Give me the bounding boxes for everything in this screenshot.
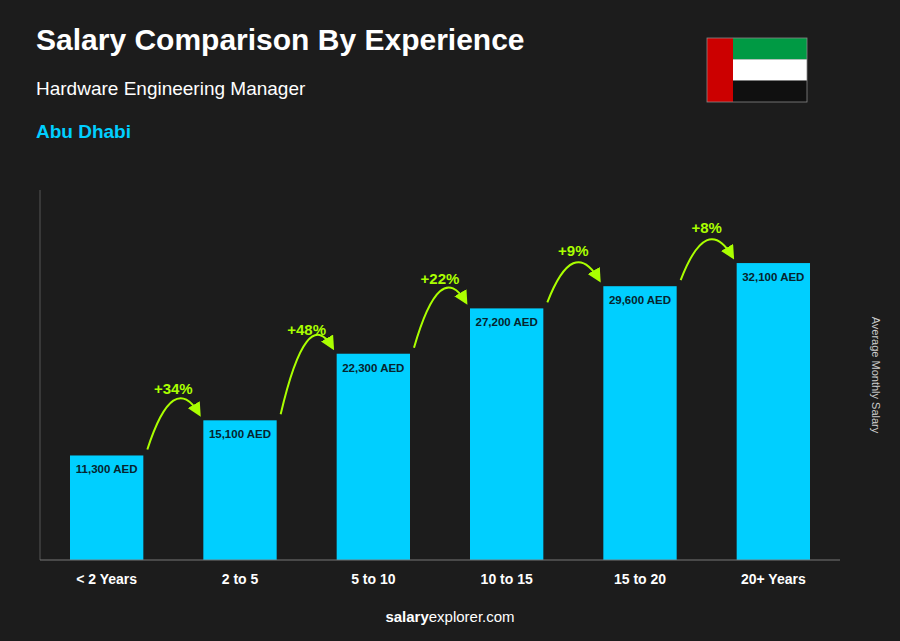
flag-white <box>733 59 807 80</box>
data-label: 15,100 AED <box>209 428 271 440</box>
flag-red <box>707 38 733 102</box>
change-arrow <box>547 262 599 302</box>
x-tick-label: 2 to 5 <box>222 571 259 587</box>
change-arrow <box>681 239 733 280</box>
flag <box>707 38 807 102</box>
bar <box>603 286 676 560</box>
flag-border <box>707 38 807 102</box>
x-tick-label: 5 to 10 <box>351 571 396 587</box>
subtitle: Hardware Engineering Manager <box>36 78 306 99</box>
x-tick-label: 20+ Years <box>741 571 806 587</box>
city: Abu Dhabi <box>36 121 131 142</box>
data-label: 27,200 AED <box>476 316 538 328</box>
x-tick-label: 10 to 15 <box>481 571 533 587</box>
bar <box>203 420 276 560</box>
change-label: +48% <box>287 321 326 338</box>
change-label: +34% <box>154 380 193 397</box>
baseline <box>40 560 840 561</box>
y-axis-line <box>40 190 41 560</box>
change-arrow <box>147 398 199 449</box>
watermark: salaryexplorer.com <box>385 608 514 625</box>
y-axis-label: Average Monthly Salary <box>870 317 882 434</box>
change-label: +22% <box>421 270 460 287</box>
bar <box>737 263 810 560</box>
data-label: 32,100 AED <box>742 271 804 283</box>
title: Salary Comparison By Experience <box>36 23 525 56</box>
bar <box>337 354 410 560</box>
data-label: 29,600 AED <box>609 294 671 306</box>
bar <box>70 455 143 560</box>
watermark-part: salary <box>385 608 429 625</box>
x-tick-label: < 2 Years <box>76 571 137 587</box>
watermark-part: explorer.com <box>429 608 515 625</box>
change-arrow <box>414 287 466 347</box>
x-tick-label: 15 to 20 <box>614 571 666 587</box>
flag-black <box>733 81 807 102</box>
bars <box>70 263 810 560</box>
chart: Salary Comparison By Experience Hardware … <box>0 0 900 641</box>
flag-green <box>733 38 807 59</box>
bar <box>470 308 543 560</box>
background <box>0 0 900 641</box>
data-label: 11,300 AED <box>76 463 138 475</box>
change-arrow <box>281 335 333 415</box>
change-label: +8% <box>691 219 721 236</box>
change-label: +9% <box>558 242 588 259</box>
data-label: 22,300 AED <box>342 362 404 374</box>
